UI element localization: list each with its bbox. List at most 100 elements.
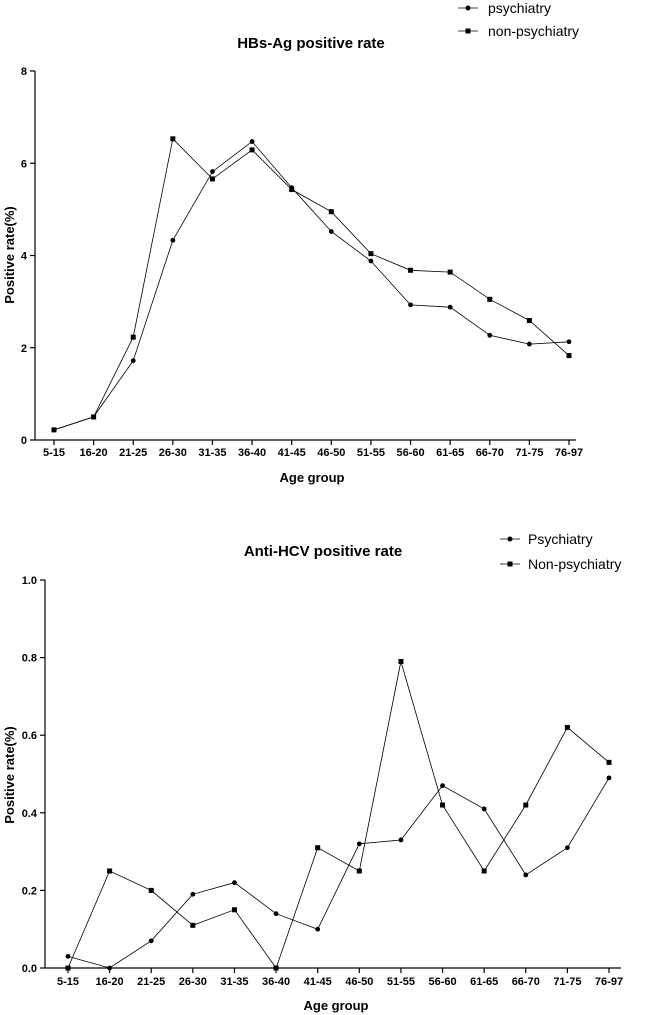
series-line-psychiatry — [53, 141, 570, 431]
anti-hcv-x-axis-label: Age group — [304, 998, 369, 1013]
point-psychiatry — [523, 872, 529, 878]
legend-marker-non-psychiatry — [465, 28, 471, 34]
anti-hcv-axes: 0.0 0.2 0.4 0.6 0.8 1.0 5-15 16-20 21-25 26-30 31-… — [22, 575, 623, 988]
hbsag-x-axis-label: Age group — [280, 470, 345, 485]
x-tick-label: 76-97 — [595, 976, 623, 988]
point-psychiatry — [566, 339, 572, 345]
x-tick-label: 21-25 — [119, 447, 147, 459]
point-non-psychiatry — [606, 759, 612, 765]
point-psychiatry — [408, 302, 413, 308]
x-tick-label: 36-40 — [262, 976, 290, 988]
legend-label-non-psychiatry: Non-psychiatry — [528, 556, 621, 572]
x-tick-label: 51-55 — [357, 447, 385, 459]
point-non-psychiatry — [273, 965, 279, 971]
point-non-psychiatry — [249, 147, 255, 153]
x-tick-label: 26-30 — [159, 447, 187, 459]
point-non-psychiatry — [107, 868, 113, 874]
anti-hcv-series — [65, 658, 612, 971]
legend-label-non-psychiatry: non-psychiatry — [488, 23, 579, 39]
point-psychiatry — [328, 229, 334, 234]
x-tick-label: 5-15 — [43, 447, 65, 459]
point-psychiatry — [210, 169, 215, 174]
x-tick-label: 71-75 — [553, 976, 581, 988]
point-psychiatry — [487, 332, 493, 338]
point-psychiatry — [526, 341, 532, 347]
legend-marker-non-psychiatry — [507, 561, 513, 567]
y-tick-label: 4 — [21, 251, 28, 263]
point-non-psychiatry — [315, 845, 321, 851]
x-tick-label: 16-20 — [96, 976, 124, 988]
legend-label-psychiatry: Psychiatry — [528, 531, 593, 547]
x-tick-label: 66-70 — [476, 447, 504, 459]
x-tick-label: 41-45 — [278, 447, 306, 459]
x-tick-label: 31-35 — [198, 447, 226, 459]
x-tick-label: 61-65 — [470, 976, 498, 988]
point-psychiatry — [148, 938, 154, 944]
point-non-psychiatry — [328, 209, 334, 215]
y-tick-label: 0.4 — [22, 808, 38, 820]
legend-label-psychiatry: psychiatry — [488, 0, 551, 16]
anti-hcv-chart: Anti-HCV positive rate Age group Positiv… — [2, 531, 623, 1013]
y-tick-label: 2 — [21, 343, 27, 355]
point-psychiatry — [356, 841, 362, 847]
point-non-psychiatry — [566, 353, 572, 359]
hbsag-legend: psychiatry non-psychiatry — [458, 0, 579, 39]
point-non-psychiatry — [526, 318, 532, 324]
point-psychiatry — [130, 358, 136, 364]
series-line-non-psychiatry — [67, 661, 610, 969]
point-psychiatry — [440, 783, 445, 789]
point-psychiatry — [65, 953, 71, 959]
x-tick-label: 36-40 — [238, 447, 266, 459]
point-non-psychiatry — [209, 176, 215, 182]
point-non-psychiatry — [148, 887, 154, 893]
point-non-psychiatry — [130, 334, 136, 340]
x-tick-label: 76-97 — [555, 447, 583, 459]
point-psychiatry — [368, 258, 374, 264]
x-tick-label: 71-75 — [515, 447, 543, 459]
x-tick-label: 31-35 — [220, 976, 248, 988]
point-non-psychiatry — [564, 724, 570, 730]
point-non-psychiatry — [356, 868, 362, 874]
point-psychiatry — [481, 806, 487, 812]
y-tick-label: 0.0 — [22, 963, 37, 975]
hbsag-y-axis-label: Positive rate(%) — [2, 206, 17, 304]
x-tick-label: 56-60 — [396, 447, 424, 459]
point-non-psychiatry — [481, 868, 487, 874]
point-non-psychiatry — [368, 251, 374, 257]
point-psychiatry — [398, 837, 404, 843]
series-line-psychiatry — [67, 777, 610, 969]
x-tick-label: 56-60 — [428, 976, 456, 988]
y-tick-label: 0.8 — [22, 653, 37, 665]
point-non-psychiatry — [190, 922, 196, 928]
point-non-psychiatry — [289, 187, 295, 193]
point-psychiatry — [315, 926, 321, 932]
point-psychiatry — [249, 139, 255, 144]
anti-hcv-legend: Psychiatry Non-psychiatry — [500, 531, 621, 572]
point-non-psychiatry — [231, 907, 237, 913]
legend-marker-psychiatry — [507, 536, 513, 542]
y-tick-label: 6 — [21, 158, 27, 170]
hbsag-series — [51, 136, 572, 433]
point-non-psychiatry — [447, 269, 453, 275]
y-tick-label: 0.6 — [22, 730, 37, 742]
point-non-psychiatry — [440, 802, 446, 808]
series-line-non-psychiatry — [53, 137, 570, 431]
point-psychiatry — [606, 775, 612, 781]
x-tick-label: 41-45 — [304, 976, 332, 988]
y-tick-label: 1.0 — [22, 575, 37, 587]
hbsag-chart: HBs-Ag positive rate Age group Positive … — [2, 0, 583, 485]
point-psychiatry — [170, 237, 176, 243]
point-non-psychiatry — [91, 414, 97, 420]
point-psychiatry — [273, 911, 279, 917]
anti-hcv-y-axis-label: Positive rate(%) — [2, 726, 17, 824]
y-tick-label: 0.2 — [22, 885, 37, 897]
point-psychiatry — [564, 845, 570, 851]
x-tick-label: 16-20 — [80, 447, 108, 459]
x-tick-label: 66-70 — [512, 976, 540, 988]
point-psychiatry — [232, 880, 237, 886]
point-non-psychiatry — [170, 136, 176, 142]
point-psychiatry — [447, 304, 453, 310]
legend-marker-psychiatry — [465, 5, 471, 11]
x-tick-label: 61-65 — [436, 447, 464, 459]
